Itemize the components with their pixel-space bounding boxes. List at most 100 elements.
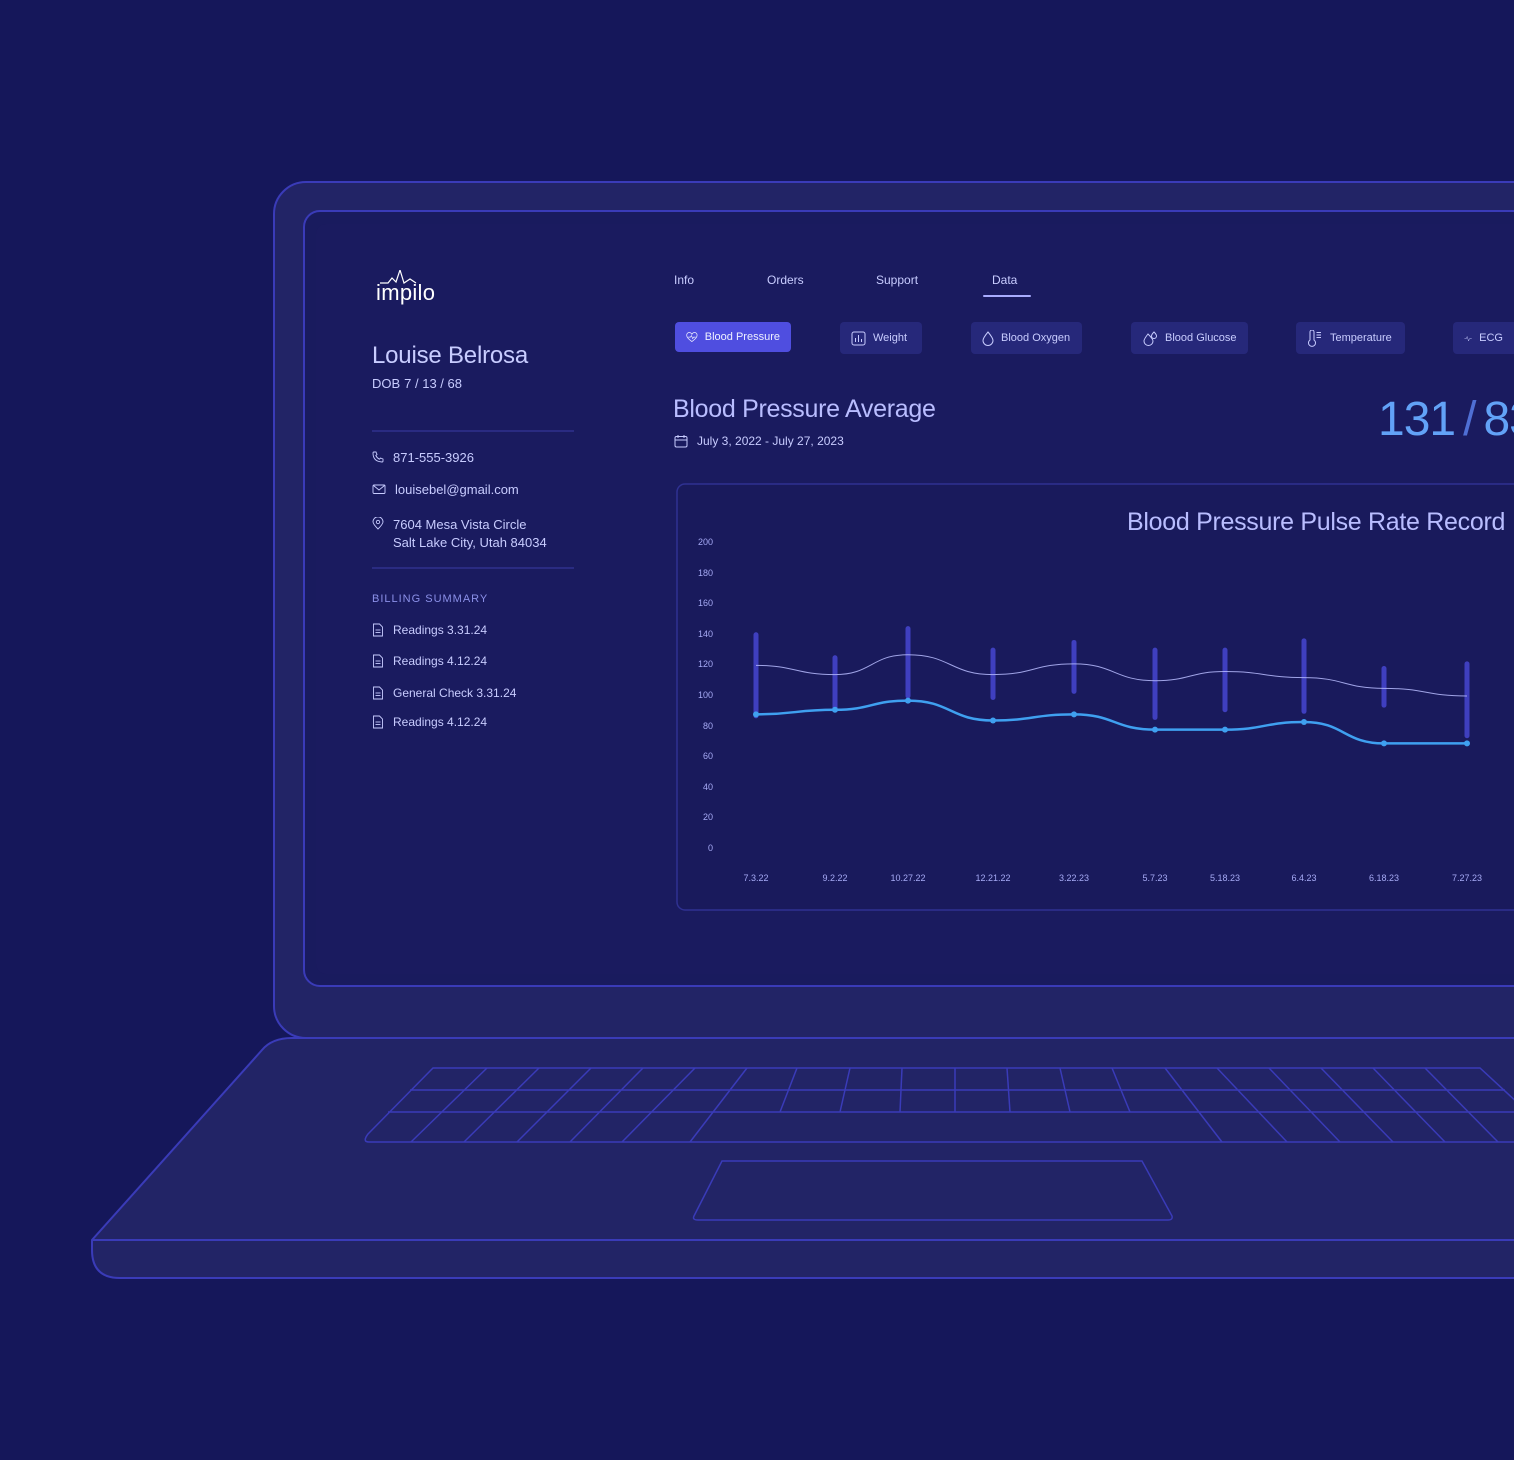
heartbeat-logo-mark — [380, 270, 417, 284]
y-tick-label: 180 — [697, 567, 713, 578]
billing-summary-heading: BILLING SUMMARY — [372, 593, 489, 605]
diastolic-average: 83 — [1483, 393, 1514, 446]
data-point — [990, 717, 996, 724]
data-point — [1222, 726, 1228, 733]
tab-orders[interactable]: Orders — [767, 273, 804, 287]
y-tick-label: 60 — [702, 751, 713, 762]
y-tick-label: 140 — [697, 628, 713, 639]
billing-item[interactable]: Readings 4.12.24 — [372, 654, 487, 668]
data-point — [1301, 719, 1307, 726]
document-icon — [373, 623, 383, 637]
droplet-icon — [982, 330, 994, 346]
x-tick-label: 9.2.22 — [822, 873, 848, 883]
data-point — [1381, 740, 1387, 747]
chart-panel — [676, 483, 1514, 911]
date-range[interactable]: July 3, 2022 - July 27, 2023 — [674, 434, 844, 448]
map-pin-icon — [372, 517, 384, 530]
data-point — [1071, 711, 1077, 718]
calendar-icon — [674, 435, 688, 448]
y-tick-label: 0 — [707, 843, 713, 853]
address-block: 7604 Mesa Vista Circle Salt Lake City, U… — [393, 516, 547, 552]
chip-label: Temperature — [1330, 332, 1392, 344]
y-tick-label: 200 — [697, 537, 713, 547]
x-tick-label: 12.21.22 — [975, 873, 1011, 883]
billing-item-label: Readings 4.12.24 — [393, 654, 488, 668]
address-line-2: Salt Lake City, Utah 84034 — [393, 535, 547, 550]
chip-label: Blood Oxygen — [1001, 332, 1071, 344]
systolic-average: 131 — [1378, 393, 1456, 446]
chip-blood-pressure[interactable]: Blood Pressure — [675, 322, 791, 352]
bar-chart-icon — [851, 331, 866, 345]
pulse-icon — [1464, 335, 1472, 342]
mail-icon — [372, 484, 386, 494]
data-point — [1464, 740, 1470, 747]
chip-label: ECG — [1479, 332, 1503, 344]
y-tick-label: 40 — [702, 781, 713, 792]
chip-temperature[interactable]: Temperature — [1296, 322, 1405, 354]
document-icon — [373, 654, 383, 668]
y-tick-label: 120 — [697, 659, 713, 670]
x-tick-label: 10.27.22 — [890, 873, 926, 883]
data-point — [753, 711, 759, 718]
x-tick-label: 3.22.23 — [1058, 873, 1090, 883]
chip-label: Weight — [873, 332, 908, 344]
address-row[interactable]: 7604 Mesa Vista Circle Salt Lake City, U… — [372, 516, 547, 552]
document-icon — [373, 686, 383, 700]
phone-row[interactable]: 871-555-3926 — [372, 450, 474, 465]
y-tick-label: 100 — [697, 690, 713, 700]
droplets-icon — [1143, 330, 1158, 346]
email-row[interactable]: louisebel@gmail.com — [372, 482, 519, 497]
thermometer-icon — [1308, 329, 1321, 347]
billing-item-label: Readings 3.31.24 — [393, 623, 488, 637]
data-point — [832, 706, 838, 713]
data-point — [905, 697, 911, 704]
x-tick-label: 5.7.23 — [1142, 873, 1168, 883]
billing-item[interactable]: General Check 3.31.24 — [372, 686, 516, 700]
patient-dob: DOB 7 / 13 / 68 — [372, 376, 462, 391]
date-range-text: July 3, 2022 - July 27, 2023 — [697, 434, 844, 448]
heart-icon — [686, 331, 698, 342]
impilo-logo[interactable]: impilo — [376, 270, 440, 310]
billing-item-label: Readings 4.12.24 — [393, 715, 488, 729]
section-title: Blood Pressure Average — [673, 395, 936, 423]
chart-title: Blood Pressure Pulse Rate Record — [1127, 508, 1506, 536]
chip-label: Blood Pressure — [704, 331, 780, 343]
laptop-base — [91, 1037, 1514, 1279]
data-point — [1152, 726, 1158, 733]
phone-icon — [372, 451, 384, 463]
chip-weight[interactable]: Weight — [840, 322, 922, 354]
y-tick-label: 160 — [697, 598, 713, 609]
bp-average-value: 131/83 — [1378, 392, 1514, 447]
tab-info[interactable]: Info — [674, 273, 695, 287]
tab-data[interactable]: Data — [992, 273, 1018, 287]
billing-item[interactable]: Readings 4.12.24 — [372, 715, 487, 729]
chip-blood-oxygen[interactable]: Blood Oxygen — [971, 322, 1082, 354]
chip-blood-glucose[interactable]: Blood Glucose — [1131, 322, 1248, 354]
keyboard — [364, 1067, 1514, 1143]
x-tick-label: 5.18.23 — [1209, 873, 1241, 883]
series-line-upper — [755, 654, 1468, 697]
trackpad — [692, 1160, 1173, 1221]
tab-support[interactable]: Support — [876, 273, 919, 287]
x-tick-label: 6.18.23 — [1368, 873, 1400, 883]
address-line-1: 7604 Mesa Vista Circle — [393, 517, 527, 532]
phone-number: 871-555-3926 — [393, 450, 474, 465]
dob-label: DOB — [372, 376, 401, 391]
x-tick-label: 6.4.23 — [1291, 873, 1317, 883]
active-tab-indicator — [983, 295, 1031, 297]
x-tick-label: 7.3.22 — [743, 873, 769, 883]
patient-name: Louise Belrosa — [372, 342, 528, 369]
chip-label: Blood Glucose — [1165, 332, 1237, 344]
chip-ecg[interactable]: ECG — [1453, 322, 1514, 354]
series-line-lower — [755, 699, 1467, 745]
y-tick-label: 80 — [702, 720, 713, 731]
billing-item[interactable]: Readings 3.31.24 — [372, 623, 487, 637]
y-tick-label: 20 — [702, 812, 713, 823]
document-icon — [373, 715, 383, 729]
slash-separator: / — [1463, 393, 1476, 446]
dob-value: 7 / 13 / 68 — [404, 376, 462, 391]
email-address: louisebel@gmail.com — [395, 482, 519, 497]
x-tick-label: 7.27.23 — [1451, 873, 1483, 883]
